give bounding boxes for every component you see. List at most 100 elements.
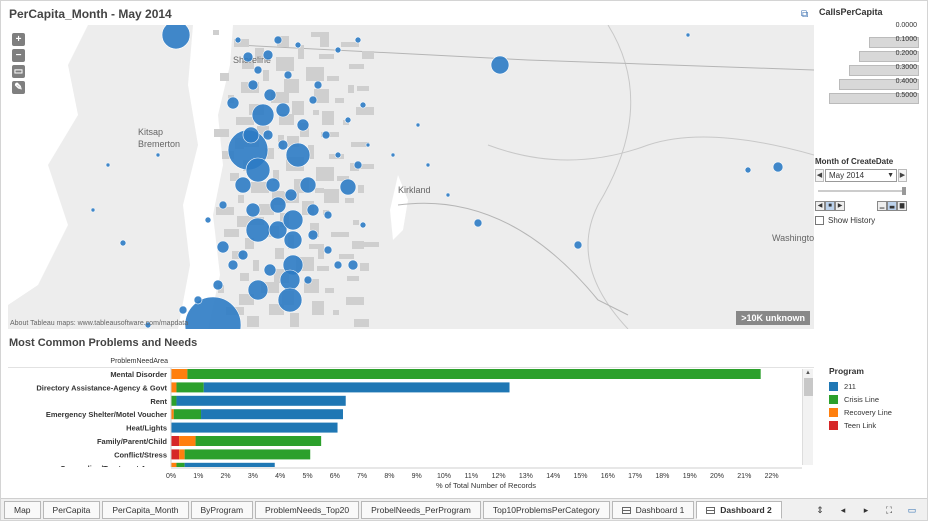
- map-mark-circle[interactable]: [90, 207, 96, 213]
- map-mark-circle[interactable]: [307, 229, 319, 241]
- map-mark-circle[interactable]: [299, 176, 317, 194]
- bar-segment[interactable]: [179, 449, 185, 460]
- map-mark-circle[interactable]: [242, 51, 254, 63]
- bar-chart[interactable]: Mental Disorder Directory Assistance-Agen…: [8, 367, 814, 467]
- map-mark-circle[interactable]: [390, 152, 396, 158]
- speed-slow-button[interactable]: ▁: [877, 201, 887, 211]
- map-mark-circle[interactable]: [685, 32, 691, 38]
- map-mark-circle[interactable]: [242, 126, 260, 144]
- zoom-in-icon[interactable]: +: [12, 33, 25, 46]
- map-attribution[interactable]: About Tableau maps: www.tableausoftware.…: [10, 320, 189, 327]
- map-mark-circle[interactable]: [253, 65, 263, 75]
- play-forward-button[interactable]: ▶: [835, 201, 845, 211]
- map-mark-circle[interactable]: [237, 249, 249, 261]
- map-mark-circle[interactable]: [490, 55, 510, 75]
- map-mark-circle[interactable]: [234, 176, 252, 194]
- map-mark-circle[interactable]: [178, 305, 188, 315]
- bar-segment[interactable]: [171, 436, 180, 446]
- category-label[interactable]: Rent: [150, 397, 167, 406]
- size-legend-row[interactable]: 0.5000: [819, 91, 923, 105]
- bar-segment[interactable]: [171, 395, 177, 406]
- map-mark-circle[interactable]: [303, 275, 313, 285]
- zoom-area-icon[interactable]: ▭: [12, 65, 25, 78]
- tab-probelneeds-perprogram[interactable]: ProbelNeeds_PerProgram: [361, 501, 481, 519]
- tab-map[interactable]: Map: [4, 501, 41, 519]
- map-mark-circle[interactable]: [283, 70, 293, 80]
- map-mark-circle[interactable]: [339, 178, 357, 196]
- map-mark-circle[interactable]: [308, 95, 318, 105]
- category-label[interactable]: Mental Disorder: [110, 370, 167, 379]
- category-label[interactable]: Heat/Lights: [126, 424, 167, 433]
- map-mark-circle[interactable]: [354, 36, 362, 44]
- map-mark-circle[interactable]: [294, 41, 302, 49]
- category-label[interactable]: Conflict/Stress: [114, 450, 167, 459]
- map-mark-circle[interactable]: [425, 162, 431, 168]
- map-mark-circle[interactable]: [323, 245, 333, 255]
- map-mark-circle[interactable]: [268, 220, 288, 240]
- tab-percapita-month[interactable]: PerCapita_Month: [102, 501, 189, 519]
- tab-dashboard-2[interactable]: Dashboard 2: [696, 501, 782, 519]
- program-legend-item[interactable]: Teen Link: [829, 419, 924, 432]
- bar-segment[interactable]: [176, 462, 185, 467]
- external-link-icon[interactable]: ⧉: [801, 9, 809, 20]
- bar-segment[interactable]: [176, 395, 346, 406]
- map-mark-circle[interactable]: [313, 80, 323, 90]
- map-mark-circle[interactable]: [105, 162, 111, 168]
- map-mark-circle[interactable]: [445, 192, 451, 198]
- bar-segment[interactable]: [201, 409, 343, 420]
- bar-segment[interactable]: [203, 382, 510, 393]
- month-select[interactable]: May 2014 ▼: [825, 169, 897, 182]
- map-mark-circle[interactable]: [193, 295, 203, 305]
- pause-button[interactable]: ■: [825, 201, 835, 211]
- map-mark-circle[interactable]: [263, 263, 277, 277]
- map-mark-circle[interactable]: [323, 210, 333, 220]
- map-mark-circle[interactable]: [184, 296, 242, 329]
- bar-segment[interactable]: [171, 462, 177, 467]
- map-mark-circle[interactable]: [155, 152, 161, 158]
- map-mark-circle[interactable]: [744, 166, 752, 174]
- map-mark-circle[interactable]: [218, 200, 228, 210]
- map-mark-circle[interactable]: [347, 259, 359, 271]
- map-mark-circle[interactable]: [262, 49, 274, 61]
- map-mark-circle[interactable]: [359, 221, 367, 229]
- pin-icon[interactable]: ✎: [12, 81, 25, 94]
- map-mark-circle[interactable]: [333, 260, 343, 270]
- bar-segment[interactable]: [171, 449, 180, 460]
- map-mark-circle[interactable]: [234, 36, 242, 44]
- map-mark-circle[interactable]: [573, 240, 583, 250]
- map-mark-circle[interactable]: [273, 35, 283, 45]
- fullscreen-icon[interactable]: ⛶: [885, 505, 893, 515]
- map-mark-circle[interactable]: [216, 240, 230, 254]
- speed-medium-button[interactable]: ▃: [887, 201, 897, 211]
- map-mark-circle[interactable]: [285, 142, 311, 168]
- bar-segment[interactable]: [171, 409, 174, 420]
- category-label[interactable]: Directory Assistance-Agency & Govt: [36, 383, 167, 392]
- map-mark-circle[interactable]: [245, 157, 271, 183]
- map-view[interactable]: KitsapBremertonShorelineKirklandWashingt…: [8, 25, 814, 329]
- map-mark-circle[interactable]: [353, 160, 363, 170]
- category-label[interactable]: Family/Parent/Child: [97, 437, 167, 446]
- size-legend-row[interactable]: 0.2000: [819, 49, 923, 63]
- zoom-out-icon[interactable]: −: [12, 49, 25, 62]
- size-legend-row[interactable]: 0.4000: [819, 77, 923, 91]
- tab-byprogram[interactable]: ByProgram: [190, 501, 254, 519]
- map-mark-circle[interactable]: [415, 122, 421, 128]
- map-mark-circle[interactable]: [119, 239, 127, 247]
- bar-segment[interactable]: [173, 409, 202, 420]
- map-mark-circle[interactable]: [247, 279, 269, 301]
- scroll-thumb[interactable]: [804, 378, 813, 396]
- tab-next-icon[interactable]: ▸: [863, 505, 869, 515]
- category-label[interactable]: Counseling/Treatment Access: [60, 464, 167, 467]
- bar-segment[interactable]: [195, 436, 322, 446]
- play-back-button[interactable]: ◀: [815, 201, 825, 211]
- bar-segment[interactable]: [171, 382, 177, 393]
- bar-segment[interactable]: [171, 369, 188, 379]
- map-mark-circle[interactable]: [245, 202, 261, 218]
- bar-segment[interactable]: [184, 462, 275, 467]
- show-history-checkbox[interactable]: [815, 216, 824, 225]
- map-mark-circle[interactable]: [306, 203, 320, 217]
- map-mark-circle[interactable]: [284, 188, 298, 202]
- map-mark-circle[interactable]: [359, 101, 367, 109]
- map-mark-circle[interactable]: [283, 230, 303, 250]
- map-mark-circle[interactable]: [365, 142, 371, 148]
